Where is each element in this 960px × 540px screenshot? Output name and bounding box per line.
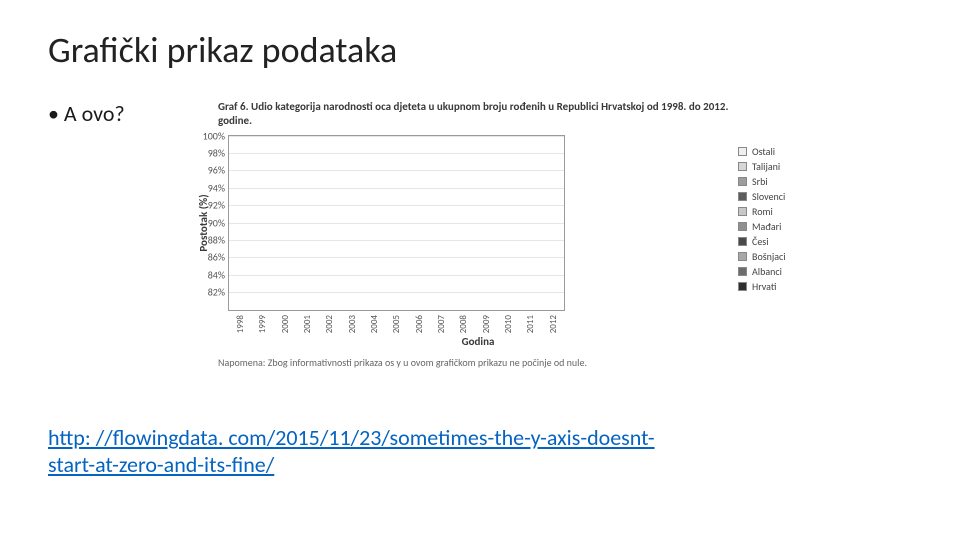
chart-note: Napomena: Zbog informativnosti prikaza o… [218, 356, 738, 369]
legend-label: Srbi [752, 175, 768, 188]
x-tick-label: 2012 [548, 315, 564, 333]
legend-item: Romi [738, 205, 858, 218]
chart-figure: 82%84%86%88%90%92%94%96%98%100% Postotak… [228, 135, 728, 348]
legend-item: Talijani [738, 160, 858, 173]
chart-caption: Graf 6. Udio kategorija narodnosti oca d… [218, 100, 738, 129]
x-tick-label: 2004 [369, 315, 385, 333]
legend: Ostali Talijani Srbi Slovenci Romi Mađari Česi… [738, 143, 858, 295]
y-tick-label: 98% [195, 146, 225, 159]
legend-item: Ostali [738, 145, 858, 158]
legend-swatch [738, 147, 747, 156]
x-axis-label: Godina [228, 335, 728, 348]
y-tick-label: 86% [195, 251, 225, 264]
bars-container [229, 136, 564, 310]
x-tick-label: 1999 [257, 315, 273, 333]
content-row: • A ovo? Graf 6. Udio kategorija narodno… [48, 100, 912, 379]
legend-swatch [738, 222, 747, 231]
legend-swatch [738, 207, 747, 216]
page-title: Grafički prikaz podataka [48, 28, 912, 72]
plot-area: 82%84%86%88%90%92%94%96%98%100% Postotak… [228, 135, 565, 311]
legend-item: Česi [738, 235, 858, 248]
y-tick-label: 100% [195, 129, 225, 142]
legend-label: Romi [752, 205, 773, 218]
legend-item: Mađari [738, 220, 858, 233]
legend-swatch [738, 192, 747, 201]
legend-label: Albanci [752, 265, 782, 278]
legend-swatch [738, 282, 747, 291]
x-tick-label: 2005 [391, 315, 407, 333]
x-tick-label: 1998 [235, 315, 251, 333]
y-tick-label: 94% [195, 181, 225, 194]
x-tick-label: 2010 [503, 315, 519, 333]
link-block: http: //flowingdata. com/2015/11/23/some… [48, 425, 912, 478]
legend-item: Slovenci [738, 190, 858, 203]
legend-label: Bošnjaci [752, 250, 786, 263]
y-tick-label: 84% [195, 268, 225, 281]
legend-label: Slovenci [752, 190, 785, 203]
x-tick-label: 2008 [458, 315, 474, 333]
x-tick-labels: 1998 1999 2000 2001 2002 2003 2004 2005 2006 2007… [228, 315, 571, 333]
legend-swatch [738, 162, 747, 171]
legend-item: Srbi [738, 175, 858, 188]
legend-label: Mađari [752, 220, 781, 233]
x-tick-label: 2009 [481, 315, 497, 333]
source-link[interactable]: http: //flowingdata. com/2015/11/23/some… [48, 424, 655, 477]
legend-swatch [738, 267, 747, 276]
legend-item: Hrvati [738, 280, 858, 293]
y-axis-label: Postotak (%) [197, 194, 210, 251]
slide: Grafički prikaz podataka • A ovo? Graf 6… [0, 0, 960, 540]
legend-label: Česi [752, 235, 769, 248]
x-tick-label: 2001 [302, 315, 318, 333]
legend-label: Talijani [752, 160, 780, 173]
link-line-1: http: //flowingdata. com/2015/11/23/some… [48, 424, 655, 451]
link-line-2: start-at-zero-and-its-fine/ [48, 451, 274, 478]
legend-swatch [738, 177, 747, 186]
legend-label: Ostali [752, 145, 775, 158]
legend-item: Albanci [738, 265, 858, 278]
legend-item: Bošnjaci [738, 250, 858, 263]
legend-swatch [738, 237, 747, 246]
y-tick-label: 82% [195, 286, 225, 299]
y-tick-label: 96% [195, 164, 225, 177]
x-tick-label: 2002 [324, 315, 340, 333]
legend-swatch [738, 252, 747, 261]
x-tick-label: 2003 [347, 315, 363, 333]
legend-label: Hrvati [752, 280, 776, 293]
x-tick-label: 2006 [414, 315, 430, 333]
x-tick-label: 2000 [280, 315, 296, 333]
bullet-column: • A ovo? [48, 100, 218, 135]
bullet-item: • A ovo? [48, 100, 218, 127]
x-tick-label: 2011 [525, 315, 541, 333]
x-tick-label: 2007 [436, 315, 452, 333]
chart-column: Graf 6. Udio kategorija narodnosti oca d… [218, 100, 738, 379]
